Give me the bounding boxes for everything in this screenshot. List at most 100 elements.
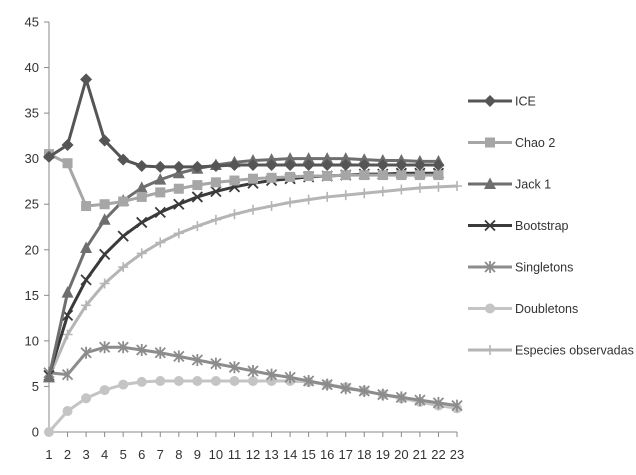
data-point-chao-2 xyxy=(340,170,351,181)
data-point-doubletons xyxy=(81,393,92,404)
data-point-jack-1 xyxy=(135,181,148,193)
x-tick-label: 14 xyxy=(283,447,297,462)
data-point-especies-observadas xyxy=(229,209,240,220)
data-point-doubletons xyxy=(44,427,54,437)
data-point-singletons xyxy=(210,357,222,370)
data-point-jack-1 xyxy=(339,152,352,164)
x-tick-label: 22 xyxy=(431,447,445,462)
x-tick-label: 11 xyxy=(228,447,242,462)
y-tick-label: 35 xyxy=(25,106,39,121)
data-point-bootstrap xyxy=(136,216,148,229)
data-point-doubletons xyxy=(118,379,129,390)
data-point-chao-2 xyxy=(248,173,258,184)
y-tick-label: 5 xyxy=(32,379,39,394)
data-point-especies-observadas xyxy=(452,181,462,191)
series-line-jack-1 xyxy=(47,157,439,378)
data-point-ice xyxy=(172,160,185,173)
data-point-singletons xyxy=(191,354,204,367)
data-point-especies-observadas xyxy=(377,186,388,197)
x-tick-label: 12 xyxy=(246,447,260,462)
legend-item-bootstrap: Bootstrap xyxy=(468,219,569,233)
data-point-singletons xyxy=(247,364,259,377)
y-tick-label: 25 xyxy=(25,197,39,212)
data-point-doubletons xyxy=(266,375,277,386)
data-point-singletons xyxy=(377,388,389,401)
legend-marker xyxy=(484,219,496,232)
data-point-singletons xyxy=(432,396,445,409)
series-ice xyxy=(43,73,445,173)
data-point-ice xyxy=(154,160,167,173)
data-point-ice xyxy=(191,160,204,173)
data-point-especies-observadas xyxy=(81,300,92,311)
legend-item-singletons: Singletons xyxy=(468,261,573,275)
data-point-jack-1 xyxy=(284,152,297,164)
data-point-chao-2 xyxy=(81,201,92,212)
legend-marker xyxy=(485,137,495,148)
data-point-jack-1 xyxy=(302,152,315,164)
data-point-chao-2 xyxy=(62,158,73,169)
data-point-especies-observadas xyxy=(359,188,370,199)
data-point-ice xyxy=(395,159,408,172)
x-tick-label: 3 xyxy=(82,447,89,462)
data-point-jack-1 xyxy=(154,173,167,185)
legend-label: Especies observadas xyxy=(515,344,634,358)
data-point-especies-observadas xyxy=(155,237,166,248)
data-point-chao-2 xyxy=(210,177,221,188)
data-point-ice xyxy=(80,73,93,86)
data-point-singletons xyxy=(451,399,463,412)
legend-marker xyxy=(485,345,495,355)
x-tick-label: 18 xyxy=(357,447,371,462)
data-point-singletons xyxy=(414,394,426,407)
legend-marker xyxy=(484,261,496,273)
data-point-chao-2 xyxy=(322,170,333,181)
data-point-especies-observadas xyxy=(266,201,277,212)
data-point-bootstrap xyxy=(191,191,204,203)
series-line-chao-2 xyxy=(48,152,439,208)
x-tick-label: 5 xyxy=(120,447,127,462)
data-point-doubletons xyxy=(62,406,73,417)
data-point-especies-observadas xyxy=(303,194,314,205)
x-tick-label: 9 xyxy=(194,447,201,462)
data-point-doubletons xyxy=(155,375,166,386)
data-point-ice xyxy=(117,153,130,166)
series-line-doubletons xyxy=(47,379,458,433)
y-tick-label: 30 xyxy=(25,151,39,166)
data-point-jack-1 xyxy=(80,241,93,253)
x-tick-label: 21 xyxy=(413,447,427,462)
data-point-chao-2 xyxy=(136,191,147,202)
data-point-singletons xyxy=(358,385,370,397)
data-point-doubletons xyxy=(192,375,203,386)
data-point-chao-2 xyxy=(118,196,129,207)
data-point-especies-observadas xyxy=(118,262,129,273)
legend-label: Chao 2 xyxy=(515,136,555,150)
data-point-chao-2 xyxy=(359,170,370,181)
legend-marker xyxy=(484,95,496,107)
data-point-doubletons xyxy=(99,385,110,396)
data-point-especies-observadas xyxy=(340,190,351,201)
data-point-chao-2 xyxy=(155,187,166,198)
legend-item-chao-2: Chao 2 xyxy=(468,136,555,150)
data-point-chao-2 xyxy=(396,170,407,181)
series-line-ice xyxy=(48,77,439,169)
x-tick-label: 20 xyxy=(394,447,408,462)
data-point-doubletons xyxy=(248,375,258,386)
data-point-ice xyxy=(265,159,278,172)
data-point-especies-observadas xyxy=(173,228,184,239)
data-point-chao-2 xyxy=(285,171,296,182)
data-point-singletons xyxy=(395,391,408,404)
x-tick-label: 19 xyxy=(376,447,390,462)
data-point-ice xyxy=(413,159,426,172)
data-point-singletons xyxy=(136,344,148,356)
data-point-especies-observadas xyxy=(414,182,425,193)
data-point-ice xyxy=(43,150,55,163)
data-point-ice xyxy=(339,159,352,172)
x-tick-label: 6 xyxy=(138,447,145,462)
legend-marker xyxy=(485,303,495,314)
data-point-bootstrap xyxy=(173,198,185,210)
data-point-ice xyxy=(61,139,74,151)
legend-label: ICE xyxy=(515,95,536,109)
data-point-singletons xyxy=(80,346,92,359)
data-point-ice xyxy=(432,159,445,172)
